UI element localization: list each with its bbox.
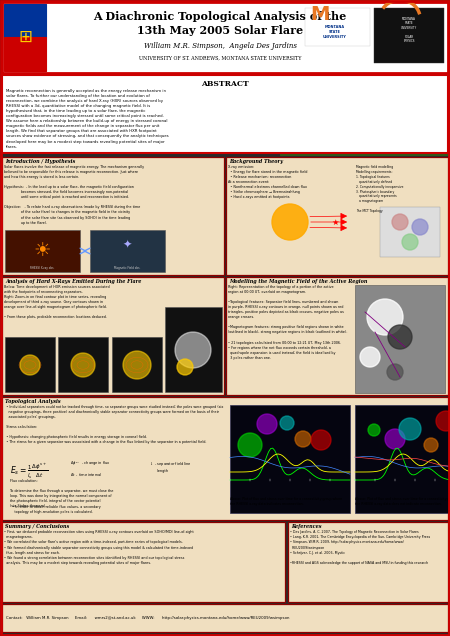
Bar bbox=[350, 37, 450, 145]
Text: Above: Plot of flux and stress over time for a connectivity group where
the RHES: Above: Plot of flux and stress over time… bbox=[355, 497, 450, 506]
Bar bbox=[4, 4, 46, 71]
Bar bbox=[2, 397, 448, 520]
Bar bbox=[290, 5, 450, 145]
Bar bbox=[112, 337, 162, 392]
Text: MONTANA
STATE
UNIVERSITY: MONTANA STATE UNIVERSITY bbox=[323, 25, 347, 39]
Bar bbox=[2, 604, 448, 632]
Text: Magnetic reconnection is generally accepted as the energy release mechanism in
s: Magnetic reconnection is generally accep… bbox=[6, 89, 169, 149]
Text: $\Delta\phi^{s+}$  - change in flux
$\Delta t$  - time interval: $\Delta\phi^{s+}$ - change in flux $\Del… bbox=[70, 460, 111, 478]
Circle shape bbox=[238, 433, 262, 457]
Circle shape bbox=[360, 347, 380, 367]
Text: ⊞: ⊞ bbox=[18, 28, 32, 46]
Text: • In order to obtain reliable flux values, a secondary
    topology of high-reso: • In order to obtain reliable flux value… bbox=[10, 505, 101, 514]
Bar bbox=[5, 337, 55, 392]
Bar bbox=[58, 337, 108, 392]
Bar bbox=[374, 8, 444, 63]
Circle shape bbox=[257, 414, 277, 434]
Text: $l_s$  - separator field line
      length: $l_s$ - separator field line length bbox=[150, 460, 192, 473]
Circle shape bbox=[412, 219, 428, 235]
Text: • First, we deduced probable reconnection sites using RHESSI x-ray contours over: • First, we deduced probable reconnectio… bbox=[4, 530, 194, 565]
Circle shape bbox=[123, 351, 151, 379]
Bar bbox=[226, 157, 448, 275]
Circle shape bbox=[402, 234, 418, 250]
Text: Background Theory: Background Theory bbox=[229, 159, 283, 164]
Text: UNIVERSITY OF ST. ANDREWS, MONTANA STATE UNIVERSITY: UNIVERSITY OF ST. ANDREWS, MONTANA STATE… bbox=[139, 55, 301, 60]
Bar bbox=[380, 207, 440, 257]
Circle shape bbox=[385, 429, 405, 449]
Circle shape bbox=[368, 424, 380, 436]
Text: ★: ★ bbox=[331, 218, 339, 226]
Text: ABSTRACT: ABSTRACT bbox=[201, 80, 249, 88]
Text: Modelling the Magnetic Field of the Active Region: Modelling the Magnetic Field of the Acti… bbox=[229, 279, 367, 284]
Circle shape bbox=[436, 411, 450, 431]
Text: A Diachronic Topological Analysis of the: A Diachronic Topological Analysis of the bbox=[94, 11, 346, 22]
Text: Introduction / Hypothesis: Introduction / Hypothesis bbox=[5, 159, 75, 164]
Circle shape bbox=[392, 214, 408, 230]
Bar bbox=[5, 230, 80, 272]
Text: 13th May 2005 Solar Flare: 13th May 2005 Solar Flare bbox=[137, 25, 303, 36]
Circle shape bbox=[387, 364, 403, 380]
Text: Magnetic field modelling
Modelling requirements:
1. Topological features
   quan: Magnetic field modelling Modelling requi… bbox=[356, 165, 404, 213]
Circle shape bbox=[280, 416, 294, 430]
Text: Summary / Conclusions: Summary / Conclusions bbox=[5, 524, 69, 529]
Text: Contact:   William M.R. Simpson     Email:      wmrs2@st-and.ac.uk     WWW:     : Contact: William M.R. Simpson Email: wmr… bbox=[6, 616, 289, 620]
Bar bbox=[230, 405, 350, 513]
Bar bbox=[165, 307, 222, 392]
Text: • Individual separators could not be tracked through time, so separator groups w: • Individual separators could not be tra… bbox=[4, 405, 223, 445]
Circle shape bbox=[388, 325, 412, 349]
Text: Above: Plot of flux and stress over time for a connectivity group where
the RHES: Above: Plot of flux and stress over time… bbox=[230, 497, 342, 506]
Bar bbox=[355, 405, 450, 513]
Text: RHESSI X-ray obs.: RHESSI X-ray obs. bbox=[30, 266, 54, 270]
Text: ✦: ✦ bbox=[122, 240, 132, 250]
Bar bbox=[2, 157, 224, 275]
Text: Magnetic Field obs.: Magnetic Field obs. bbox=[114, 266, 140, 270]
Text: Flux calculation:

To determine the flux through a separator, we must close the
: Flux calculation: To determine the flux … bbox=[10, 479, 113, 508]
Text: Topological Analysis: Topological Analysis bbox=[5, 399, 61, 404]
Bar bbox=[2, 2, 448, 73]
Circle shape bbox=[367, 299, 403, 335]
Text: References: References bbox=[291, 524, 321, 529]
Bar bbox=[280, 0, 450, 155]
Text: Below: Time development of HXR emission sources associated
with the footpoints o: Below: Time development of HXR emission … bbox=[4, 285, 110, 319]
Bar bbox=[2, 75, 448, 153]
Bar bbox=[305, 13, 450, 145]
Bar bbox=[4, 4, 46, 37]
Bar bbox=[2, 522, 285, 602]
Circle shape bbox=[177, 359, 193, 375]
Circle shape bbox=[272, 204, 308, 240]
Bar bbox=[288, 522, 448, 602]
Text: M: M bbox=[310, 6, 330, 25]
Circle shape bbox=[295, 431, 311, 447]
Text: MONTANA
STATE
UNIVERSITY

SOLAR
PHYSICS: MONTANA STATE UNIVERSITY SOLAR PHYSICS bbox=[401, 17, 417, 43]
Bar bbox=[4, 37, 46, 71]
Bar bbox=[335, 29, 450, 145]
Text: Solar flares involve the fast release of magnetic energy. The mechanism generall: Solar flares involve the fast release of… bbox=[4, 165, 144, 225]
Bar bbox=[355, 285, 445, 393]
Circle shape bbox=[71, 353, 95, 377]
Bar bbox=[320, 21, 450, 145]
Text: Right: Representation of the topology of a portion of the active
region at 00:00: Right: Representation of the topology of… bbox=[228, 285, 347, 360]
Bar bbox=[90, 230, 165, 272]
Text: William M.R. Simpson,  Angela Des Jardins: William M.R. Simpson, Angela Des Jardins bbox=[144, 42, 297, 50]
Circle shape bbox=[20, 355, 40, 375]
Text: Analysis of Hard X-Rays Emitted During the Flare: Analysis of Hard X-Rays Emitted During t… bbox=[5, 279, 141, 284]
Circle shape bbox=[424, 438, 438, 452]
Text: • Des Jardins, A. C. 2007, The Topology of Magnetic Reconnection in Solar Flares: • Des Jardins, A. C. 2007, The Topology … bbox=[290, 530, 430, 565]
Text: X-ray emission:
  • Energy for flare stored in the magnetic field
  • Release me: X-ray emission: • Energy for flare store… bbox=[228, 165, 307, 199]
Bar bbox=[2, 277, 224, 395]
Bar bbox=[226, 277, 448, 395]
Text: $E_s = \frac{1}{l_s} \frac{\Delta\phi^{s+}}{\Delta t}$: $E_s = \frac{1}{l_s} \frac{\Delta\phi^{s… bbox=[10, 462, 48, 481]
Circle shape bbox=[399, 418, 421, 440]
Circle shape bbox=[311, 430, 331, 450]
Text: ☀: ☀ bbox=[33, 242, 51, 261]
Circle shape bbox=[175, 332, 211, 368]
Bar bbox=[305, 8, 370, 46]
